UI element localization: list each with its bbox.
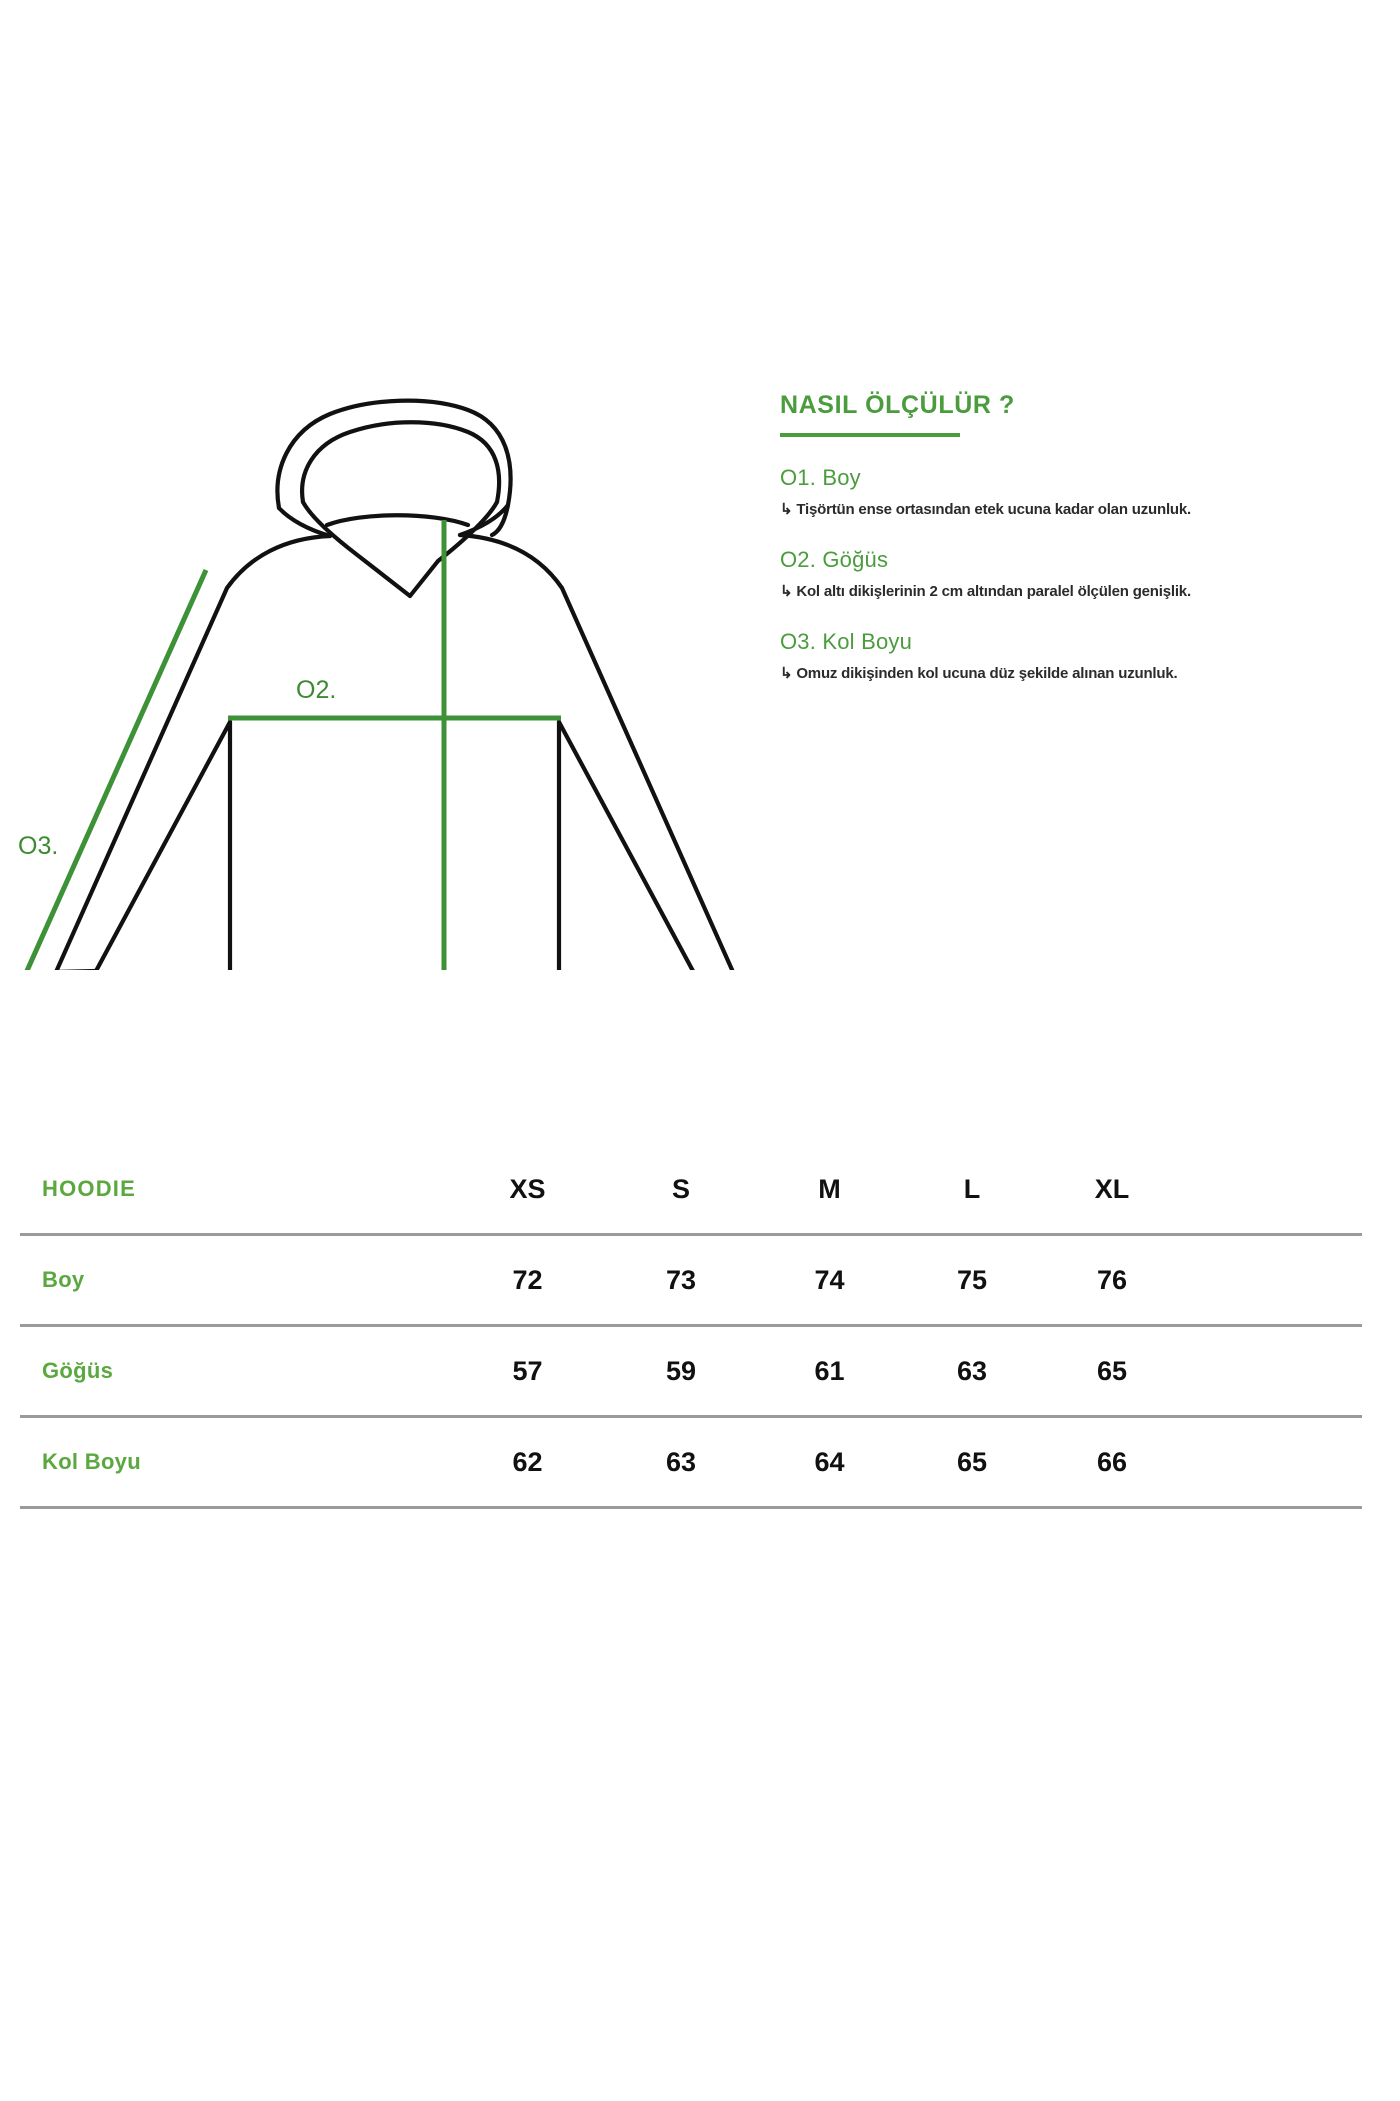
- size-header-xs: XS: [509, 1173, 546, 1204]
- measure-heading-length: O1. Boy: [780, 464, 861, 490]
- cell-sleeve-m: 64: [814, 1446, 845, 1477]
- table-row: Göğüs 57 59 61 63 65: [20, 1326, 1362, 1417]
- cell-length-m: 74: [814, 1264, 845, 1295]
- callout-label-sleeve: O3.: [18, 832, 58, 860]
- cell-chest-m: 61: [814, 1355, 845, 1386]
- cell-length-xs: 72: [512, 1264, 543, 1295]
- table-spacer-cell: [1182, 1235, 1362, 1326]
- size-header-l: L: [963, 1173, 981, 1204]
- measure-title-underline: [780, 432, 960, 437]
- size-header-xl: XL: [1094, 1173, 1130, 1204]
- how-to-measure-panel: NASIL ÖLÇÜLÜR ? O1. Boy ↳ Tişörtün ense …: [780, 391, 1340, 683]
- measure-heading-chest: O2. Göğüs: [780, 546, 889, 572]
- table-spacer-cell: [1182, 1326, 1362, 1417]
- cell-length-s: 73: [665, 1264, 697, 1295]
- measure-panel-title: NASIL ÖLÇÜLÜR ?: [780, 391, 1015, 419]
- size-header-s: S: [671, 1173, 690, 1204]
- cell-sleeve-xs: 62: [512, 1446, 543, 1477]
- measure-item-length: O1. Boy ↳ Tişörtün ense ortasından etek …: [780, 465, 1340, 519]
- measure-description-chest: ↳ Kol altı dikişlerinin 2 cm altından pa…: [780, 583, 1191, 601]
- cell-length-xl: 76: [1096, 1264, 1128, 1295]
- hoodie-outline: [54, 398, 735, 970]
- size-chart: HOODIE XS S M L XL Boy 72 73 74 75 76 Gö…: [20, 1145, 1362, 1509]
- cell-sleeve-s: 63: [665, 1446, 697, 1477]
- table-row: Kol Boyu 62 63 64 65 66: [20, 1417, 1362, 1508]
- size-header-m: M: [818, 1173, 841, 1204]
- row-label-length: Boy: [42, 1267, 85, 1292]
- table-row: Boy 72 73 74 75 76: [20, 1235, 1362, 1326]
- cell-sleeve-l: 65: [956, 1446, 988, 1477]
- measure-description-sleeve: ↳ Omuz dikişinden kol ucuna düz şekilde …: [780, 665, 1178, 683]
- cell-length-l: 75: [956, 1264, 988, 1295]
- cell-chest-xs: 57: [512, 1355, 543, 1386]
- measure-description-length: ↳ Tişörtün ense ortasından etek ucuna ka…: [780, 500, 1191, 518]
- table-spacer-cell: [1182, 1417, 1362, 1508]
- measure-item-chest: O2. Göğüs ↳ Kol altı dikişlerinin 2 cm a…: [780, 547, 1340, 601]
- measure-heading-sleeve: O3. Kol Boyu: [780, 629, 913, 655]
- measure-item-sleeve: O3. Kol Boyu ↳ Omuz dikişinden kol ucuna…: [780, 629, 1340, 683]
- size-chart-table: HOODIE XS S M L XL Boy 72 73 74 75 76 Gö…: [20, 1145, 1362, 1509]
- table-spacer-header: [1182, 1145, 1362, 1235]
- table-header-row: HOODIE XS S M L XL: [20, 1145, 1362, 1235]
- cell-chest-xl: 65: [1096, 1355, 1128, 1386]
- callout-label-chest: O2.: [296, 676, 336, 704]
- row-label-sleeve: Kol Boyu: [42, 1449, 141, 1474]
- table-corner-label: HOODIE: [42, 1176, 136, 1201]
- measure-line-sleeve: [24, 568, 209, 970]
- cell-chest-s: 59: [665, 1355, 697, 1386]
- cell-chest-l: 63: [956, 1355, 988, 1386]
- cell-sleeve-xl: 66: [1096, 1446, 1128, 1477]
- row-label-chest: Göğüs: [42, 1358, 114, 1383]
- hoodie-illustration: O2. O1. O3.: [0, 320, 770, 970]
- hoodie-technical-drawing: O2. O1. O3.: [18, 398, 735, 970]
